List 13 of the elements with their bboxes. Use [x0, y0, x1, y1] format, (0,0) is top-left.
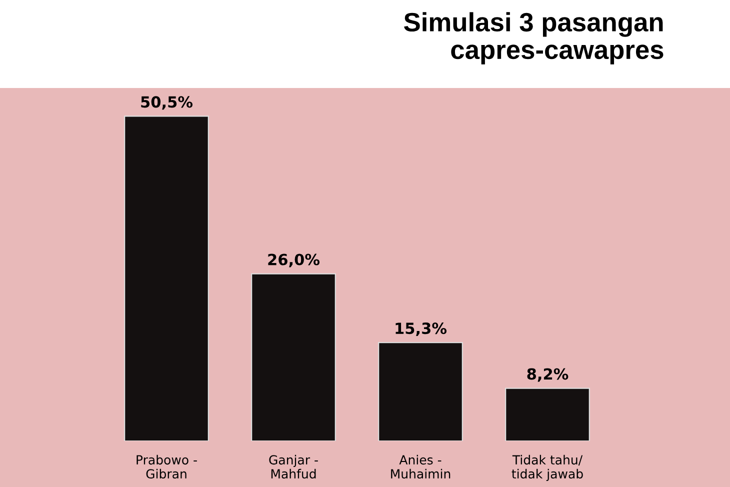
x-tick-label: Tidak tahu/ tidak jawab: [512, 454, 583, 481]
bar: [251, 273, 336, 441]
bar: [378, 342, 463, 441]
data-label: 15,3%: [396, 322, 447, 336]
data-label: 50,5%: [141, 96, 193, 110]
data-label: 8,2%: [527, 368, 568, 382]
data-label: 26,0%: [268, 254, 320, 268]
x-tick-label: Prabowo - Gibran: [136, 454, 197, 479]
bar: [505, 388, 590, 441]
bar: [124, 116, 209, 441]
chart-title: Simulasi 3 pasangan capres-cawapres: [404, 12, 664, 64]
x-tick-label: Ganjar - Mahfud: [269, 454, 318, 479]
x-tick-label: Anies - Muhaimin: [391, 454, 450, 479]
